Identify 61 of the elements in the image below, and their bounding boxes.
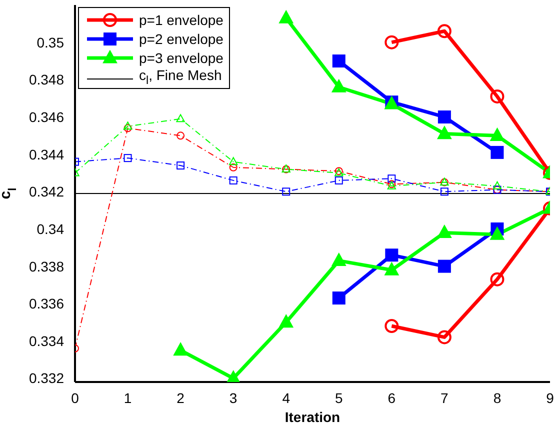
y-tick-label: 0.332 xyxy=(28,370,64,386)
point xyxy=(332,79,346,92)
point xyxy=(332,54,346,68)
x-tick-label: 2 xyxy=(176,390,185,406)
x-tick-label: 0 xyxy=(71,390,80,406)
point xyxy=(176,162,185,170)
y-tick-label: 0.334 xyxy=(28,332,64,349)
y-tick-label: 0.344 xyxy=(28,146,64,162)
point xyxy=(123,122,132,130)
point xyxy=(279,314,294,328)
y-tick-label: 0.34 xyxy=(36,220,64,237)
y-tick-label: 0.342 xyxy=(28,184,64,200)
x-tick-label: 9 xyxy=(546,390,554,406)
point xyxy=(228,157,238,166)
point xyxy=(384,35,399,50)
x-tick-label: 6 xyxy=(388,390,396,406)
point xyxy=(437,330,452,344)
point xyxy=(490,226,504,240)
point xyxy=(334,176,343,184)
point xyxy=(438,110,451,124)
point xyxy=(437,24,452,38)
y-tick-label: 0.338 xyxy=(28,258,64,274)
point xyxy=(437,224,452,238)
point xyxy=(176,114,185,122)
x-tick-label: 7 xyxy=(440,390,449,406)
y-tick-label: 0.346 xyxy=(28,108,64,125)
x-tick-label: 8 xyxy=(493,390,502,406)
point xyxy=(173,342,188,356)
point xyxy=(437,126,452,140)
point xyxy=(332,252,346,266)
legend-label: p=1 envelope xyxy=(139,12,224,28)
point xyxy=(388,174,396,183)
y-tick-label: 0.336 xyxy=(28,296,64,312)
point xyxy=(490,128,504,141)
x-tick-label: 3 xyxy=(229,390,238,406)
point xyxy=(385,248,398,262)
point xyxy=(229,163,238,172)
point xyxy=(279,10,294,24)
point xyxy=(440,188,448,196)
point xyxy=(384,319,399,334)
x-tick-label: 1 xyxy=(124,390,132,406)
point xyxy=(332,292,346,305)
point xyxy=(229,176,238,184)
y-tick-label: 0.35 xyxy=(36,34,64,50)
point xyxy=(490,89,504,104)
y-tick-label: 0.348 xyxy=(28,72,64,88)
legend-label: c$_{l}$, Fine Mesh xyxy=(139,66,222,86)
x-tick-label: 4 xyxy=(282,390,290,406)
point xyxy=(176,132,185,140)
x-axis-title: Iteration xyxy=(284,409,340,424)
point xyxy=(282,188,290,196)
point xyxy=(490,146,504,159)
point xyxy=(438,260,451,273)
point xyxy=(492,181,502,190)
point xyxy=(124,154,132,162)
point xyxy=(384,262,399,276)
point xyxy=(490,272,504,286)
x-tick-label: 5 xyxy=(334,390,343,406)
legend-label: p=3 envelope xyxy=(139,50,224,66)
legend-label: p=2 envelope xyxy=(139,30,224,46)
point xyxy=(124,124,132,132)
